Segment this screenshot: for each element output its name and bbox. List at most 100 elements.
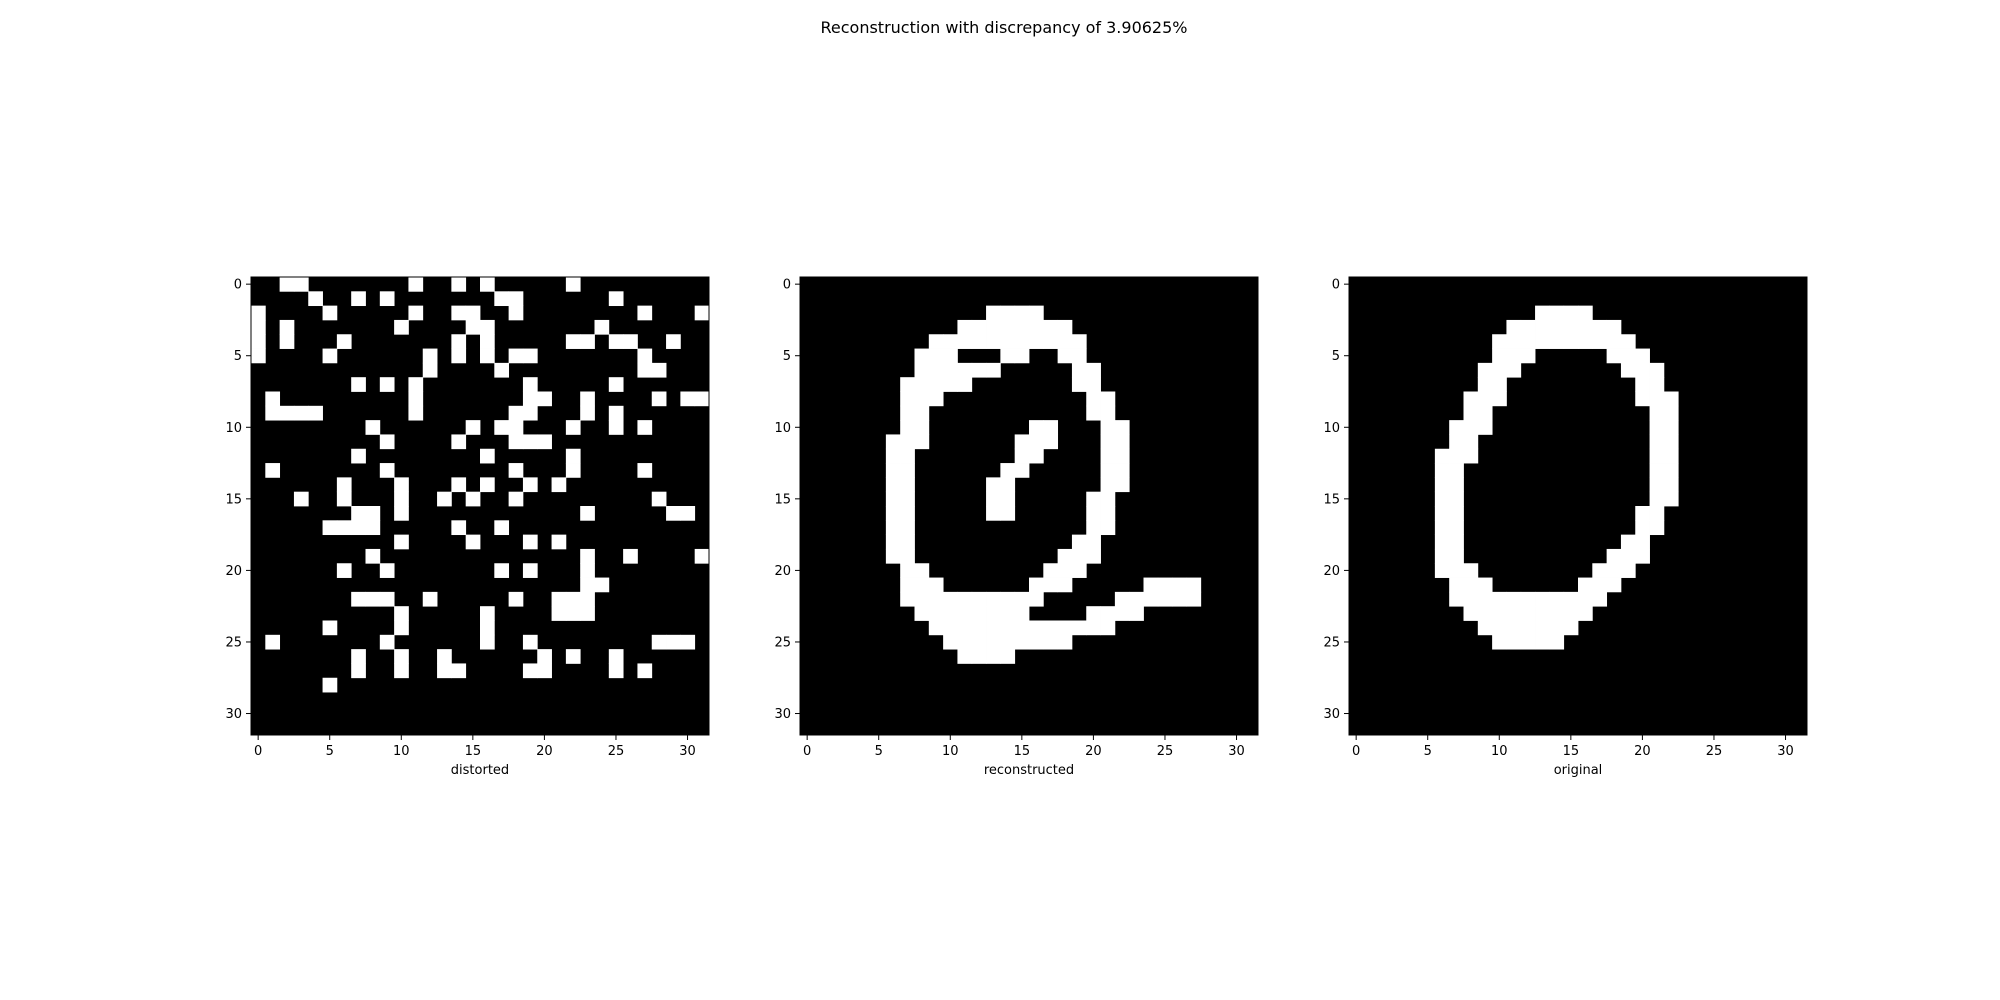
heatmap-cell — [1449, 577, 1464, 593]
heatmap-cell — [1057, 577, 1073, 593]
heatmap-cell — [451, 277, 467, 292]
heatmap-cell — [1100, 405, 1116, 421]
heatmap-cell — [971, 319, 987, 335]
heatmap-cell — [580, 606, 595, 621]
heatmap-cell — [1100, 434, 1116, 450]
heatmap-cell — [1492, 377, 1507, 392]
heatmap-cell — [1578, 591, 1593, 607]
heatmap-cell — [522, 377, 538, 392]
heatmap-cell — [494, 563, 510, 578]
heatmap-cell — [1014, 348, 1030, 364]
heatmap-cell — [508, 420, 524, 435]
heatmap-cell — [1000, 649, 1016, 664]
heatmap-cell — [1434, 548, 1450, 564]
heatmap-cell — [522, 434, 538, 450]
heatmap-cell — [1635, 548, 1650, 564]
heatmap-cell — [379, 463, 395, 478]
heatmap-cell — [914, 434, 930, 450]
heatmap-cell — [900, 520, 915, 536]
heatmap-cell — [1172, 577, 1187, 593]
heatmap-cell — [608, 377, 624, 392]
heatmap-original — [1349, 277, 1807, 735]
heatmap-cell — [1186, 577, 1202, 593]
heatmap-cell — [1535, 634, 1550, 650]
heatmap-cell — [608, 420, 624, 435]
heatmap-cell — [265, 405, 281, 421]
heatmap-cell — [494, 520, 510, 536]
heatmap-cell — [1000, 319, 1016, 335]
heatmap-cell — [1449, 563, 1464, 578]
heatmap-cell — [1000, 606, 1016, 621]
heatmap-cell — [928, 591, 944, 607]
heatmap-cell — [1606, 319, 1622, 335]
heatmap-cell — [1535, 620, 1550, 636]
heatmap-cell — [986, 305, 1001, 321]
heatmap-cell — [637, 420, 653, 435]
heatmap-cell — [1100, 506, 1116, 521]
heatmap-cell — [279, 319, 295, 335]
heatmap-cell — [1100, 491, 1116, 507]
heatmap-cell — [365, 548, 381, 564]
heatmap-cell — [1057, 634, 1073, 650]
heatmap-cell — [1606, 563, 1622, 578]
heatmap-cell — [1057, 548, 1073, 564]
heatmap-cell — [279, 405, 295, 421]
heatmap-cell — [1520, 634, 1536, 650]
heatmap-cell — [914, 377, 930, 392]
heatmap-cell — [900, 563, 915, 578]
heatmap-cell — [1449, 463, 1464, 478]
heatmap-cell — [1143, 591, 1159, 607]
x-tick-label: 0 — [1352, 744, 1360, 759]
y-tick-label: 0 — [1332, 278, 1340, 293]
heatmap-cell — [1563, 620, 1579, 636]
heatmap-cell — [1549, 305, 1565, 321]
heatmap-cell — [580, 591, 595, 607]
heatmap-cell — [1014, 434, 1030, 450]
heatmap-cell — [1649, 506, 1665, 521]
heatmap-cell — [1029, 634, 1044, 650]
heatmap-cell — [1000, 491, 1016, 507]
heatmap-cell — [943, 334, 958, 349]
heatmap-cell — [351, 649, 366, 664]
heatmap-cell — [351, 291, 366, 307]
axes-frame — [799, 276, 1259, 736]
heatmap-cell — [986, 334, 1001, 349]
heatmap-cell — [1114, 463, 1130, 478]
heatmap-cell — [1592, 591, 1608, 607]
heatmap-cell — [522, 405, 538, 421]
heatmap-cell — [565, 420, 581, 435]
heatmap-cell — [1592, 563, 1608, 578]
heatmap-cell — [1663, 477, 1679, 493]
heatmap-cell — [1086, 491, 1101, 507]
y-tick-label: 30 — [1323, 707, 1340, 722]
heatmap-cell — [1592, 577, 1608, 593]
heatmap-cell — [1506, 634, 1522, 650]
heatmap-cell — [986, 477, 1001, 493]
heatmap-cell — [914, 577, 930, 593]
heatmap-cell — [1463, 606, 1479, 621]
heatmap-cell — [480, 606, 495, 621]
heatmap-cell — [1492, 591, 1507, 607]
heatmap-cell — [522, 348, 538, 364]
heatmap-cell — [508, 405, 524, 421]
heatmap-cell — [1086, 620, 1101, 636]
y-tick-label: 0 — [234, 278, 242, 293]
heatmap-cell — [522, 477, 538, 493]
heatmap-cell — [623, 334, 638, 349]
heatmap-cell — [1578, 577, 1593, 593]
heatmap-cell — [1663, 463, 1679, 478]
y-tick-label: 0 — [783, 278, 791, 293]
heatmap-cell — [494, 420, 510, 435]
heatmap-cell — [565, 334, 581, 349]
heatmap-cell — [451, 305, 467, 321]
heatmap-cell — [914, 606, 930, 621]
heatmap-cell — [1434, 563, 1450, 578]
heatmap-cell — [885, 548, 901, 564]
heatmap-cell — [971, 362, 987, 378]
heatmap-cell — [943, 348, 958, 364]
heatmap-cell — [1549, 634, 1565, 650]
heatmap-cell — [928, 377, 944, 392]
heatmap-cell — [1029, 319, 1044, 335]
heatmap-cell — [885, 506, 901, 521]
y-tick-label: 20 — [225, 564, 242, 579]
